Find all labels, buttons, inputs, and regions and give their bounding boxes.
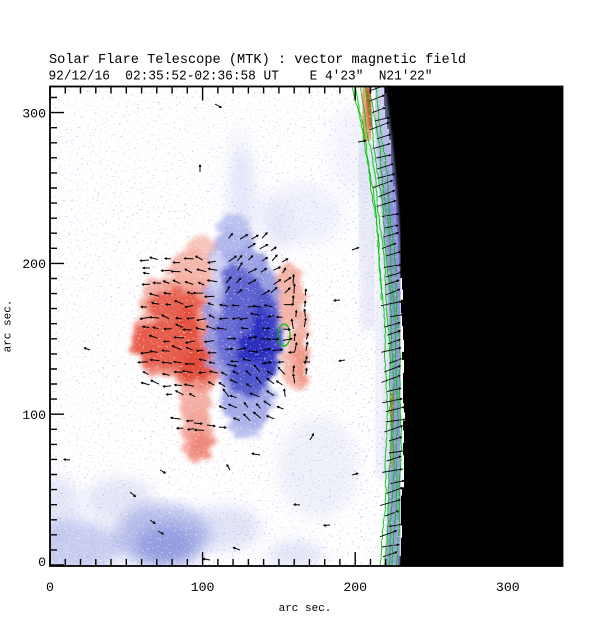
- svg-text:Solar Flare Telescope (MTK) :: Solar Flare Telescope (MTK) : vector mag…: [49, 53, 466, 68]
- svg-text:200: 200: [343, 580, 367, 595]
- svg-text:0: 0: [38, 555, 46, 570]
- svg-text:300: 300: [22, 106, 46, 121]
- svg-text:200: 200: [22, 257, 46, 272]
- svg-text:92/12/16 02:35:52-02:36:58 UT: 92/12/16 02:35:52-02:36:58 UT E 4'23" N2…: [49, 70, 433, 85]
- svg-text:100: 100: [22, 408, 46, 423]
- svg-text:arc sec.: arc sec.: [3, 300, 15, 353]
- svg-text:300: 300: [496, 580, 520, 595]
- svg-text:100: 100: [191, 580, 215, 595]
- svg-text:0: 0: [46, 580, 54, 595]
- svg-text:arc sec.: arc sec.: [279, 603, 332, 615]
